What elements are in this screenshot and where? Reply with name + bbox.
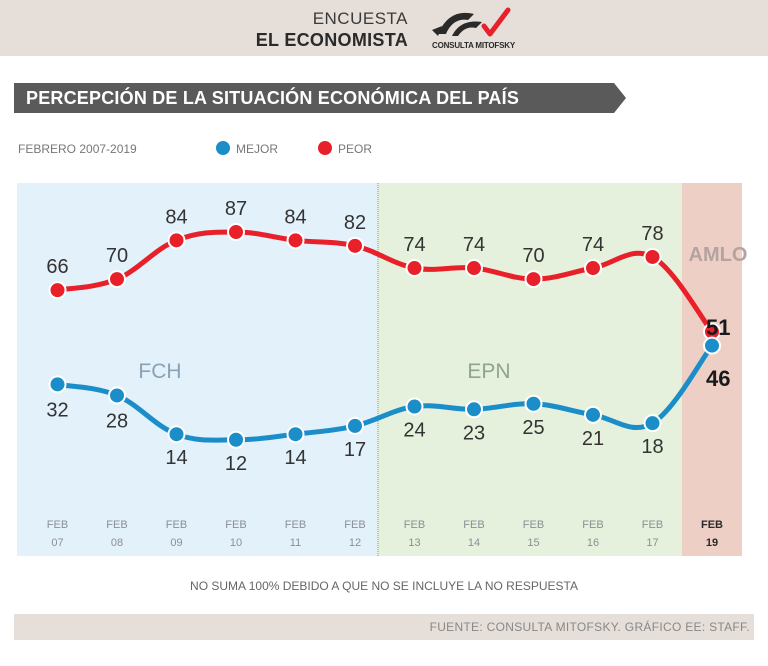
point-peor-4	[286, 231, 305, 250]
period-label-fch: FCH	[138, 360, 181, 383]
data-label-peor-10: 78	[641, 223, 663, 245]
x-tick-label-6-line2: 13	[408, 537, 420, 549]
period-band-amlo	[682, 183, 742, 556]
legend-label-peor: PEOR	[338, 142, 373, 156]
period-band-epn	[378, 183, 682, 556]
legend-dot-peor	[318, 141, 332, 155]
data-label-peor-6: 74	[403, 234, 425, 256]
data-label-mejor-9: 21	[582, 428, 604, 450]
x-tick-label-4-line1: FEB	[285, 519, 306, 531]
data-label-peor-3: 87	[225, 198, 247, 220]
point-mejor-1	[108, 386, 126, 405]
header-encuesta: ENCUESTA	[312, 9, 408, 28]
period-band-fch	[17, 183, 378, 556]
footer-band	[14, 614, 754, 640]
point-peor-5	[346, 236, 364, 255]
point-mejor-9	[584, 405, 602, 424]
x-tick-label-8-line2: 15	[527, 537, 539, 549]
x-tick-label-9-line1: FEB	[582, 519, 603, 531]
x-tick-label-7-line1: FEB	[463, 519, 484, 531]
chart-subtitle: FEBRERO 2007-2019	[18, 142, 137, 156]
data-label-mejor-5: 17	[344, 439, 366, 461]
title-banner	[14, 83, 626, 113]
header-el-economista: EL ECONOMISTA	[255, 30, 408, 50]
data-label-mejor-7: 23	[463, 422, 485, 444]
x-tick-label-2-line1: FEB	[166, 519, 187, 531]
data-label-peor-5: 82	[344, 212, 366, 234]
point-peor-6	[405, 259, 424, 278]
x-tick-label-11-line1: FEB	[701, 519, 723, 531]
x-tick-label-3-line1: FEB	[225, 519, 246, 531]
data-label-mejor-2: 14	[165, 447, 187, 469]
data-label-peor-7: 74	[463, 234, 485, 256]
point-peor-8	[524, 270, 543, 289]
point-mejor-2	[167, 425, 186, 444]
point-peor-1	[108, 270, 126, 289]
point-mejor-8	[524, 394, 543, 413]
period-label-epn: EPN	[467, 360, 510, 383]
legend-dot-mejor	[216, 141, 230, 155]
x-tick-label-11-line2: 19	[706, 537, 718, 549]
data-label-mejor-4: 14	[284, 447, 306, 469]
x-tick-label-1-line2: 08	[111, 537, 123, 549]
x-tick-label-7-line2: 14	[468, 537, 480, 549]
data-label-peor-8: 70	[522, 245, 544, 267]
x-tick-label-5-line1: FEB	[344, 519, 365, 531]
x-tick-label-2-line2: 09	[170, 537, 182, 549]
data-label-peor-4: 84	[284, 206, 306, 228]
x-tick-label-0-line2: 07	[51, 537, 63, 549]
x-tick-label-10-line1: FEB	[642, 519, 663, 531]
x-tick-label-4-line2: 11	[290, 537, 301, 549]
x-tick-label-1-line1: FEB	[106, 519, 127, 531]
period-label-amlo: AMLO	[689, 244, 748, 266]
data-label-peor-0: 66	[46, 256, 68, 278]
point-peor-9	[584, 259, 602, 278]
x-tick-label-5-line2: 12	[349, 537, 361, 549]
chart-title: PERCEPCIÓN DE LA SITUACIÓN ECONÓMICA DEL…	[26, 88, 520, 108]
point-mejor-6	[405, 397, 424, 416]
data-label-peor-2: 84	[165, 206, 187, 228]
point-mejor-5	[346, 416, 364, 435]
x-tick-label-10-line2: 17	[646, 537, 658, 549]
point-mejor-4	[286, 425, 305, 444]
x-tick-label-6-line1: FEB	[404, 519, 425, 531]
legend-label-mejor: MEJOR	[236, 142, 278, 156]
point-peor-2	[167, 231, 186, 250]
point-peor-7	[465, 259, 483, 278]
data-label-mejor-3: 12	[225, 453, 247, 475]
point-mejor-7	[465, 400, 483, 419]
point-mejor-10	[643, 414, 662, 433]
data-label-peor-1: 70	[106, 245, 128, 267]
x-tick-label-8-line1: FEB	[523, 519, 544, 531]
chart-note: NO SUMA 100% DEBIDO A QUE NO SE INCLUYE …	[190, 579, 578, 593]
source-credit: FUENTE: CONSULTA MITOFSKY. GRÁFICO EE: S…	[429, 620, 750, 634]
x-tick-label-3-line2: 10	[230, 537, 242, 549]
point-mejor-11	[703, 336, 721, 355]
x-tick-label-0-line1: FEB	[47, 519, 68, 531]
header-band	[0, 0, 768, 56]
data-label-peor-11: 51	[706, 315, 730, 340]
point-peor-0	[48, 281, 67, 300]
data-label-mejor-10: 18	[641, 436, 663, 458]
data-label-mejor-8: 25	[522, 417, 544, 439]
point-mejor-0	[48, 375, 67, 394]
data-label-mejor-6: 24	[403, 420, 425, 442]
logo-text: CONSULTA MITOFSKY	[432, 41, 515, 50]
point-peor-3	[227, 223, 245, 242]
data-label-peor-9: 74	[582, 234, 604, 256]
point-mejor-3	[227, 430, 245, 449]
x-tick-label-9-line2: 16	[587, 537, 599, 549]
data-label-mejor-11: 46	[706, 366, 730, 391]
data-label-mejor-1: 28	[106, 410, 128, 432]
mitofsky-logo-icon	[432, 7, 511, 37]
data-label-mejor-0: 32	[46, 399, 68, 421]
point-peor-10	[643, 247, 662, 266]
